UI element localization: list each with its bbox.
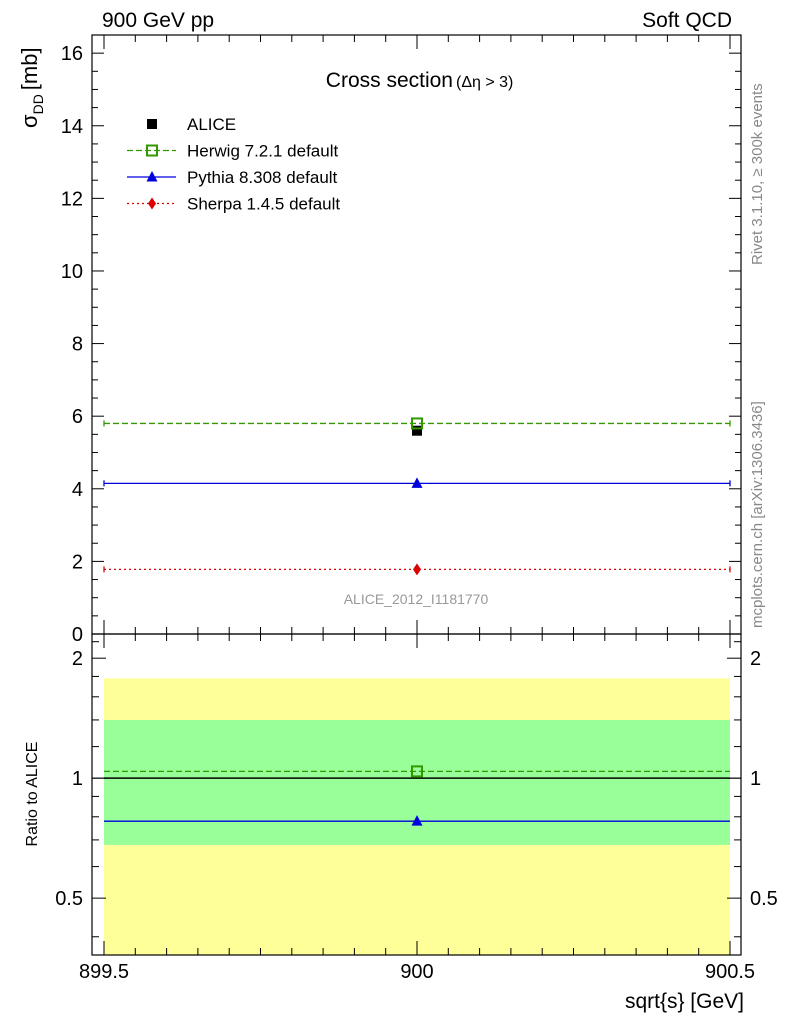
main-panel: 0 2 4 6 8 10 12 14 16 xyxy=(61,34,742,646)
main-ytick-label-4: 8 xyxy=(72,334,83,356)
ratio-ytick-label-right-0: 0.5 xyxy=(750,888,778,910)
data-point-alice xyxy=(412,425,422,436)
legend-item-0: ALICE xyxy=(147,115,236,134)
series-marker-0 xyxy=(411,417,423,430)
analysis-id: ALICE_2012_I1181770 xyxy=(344,591,489,607)
main-ytick-label-7: 14 xyxy=(61,116,83,138)
main-ytick-label-6: 12 xyxy=(61,188,83,210)
ratio-series-marker-1 xyxy=(411,815,423,826)
main-ytick-label-3: 6 xyxy=(72,406,83,428)
xlabel: sqrt{s} [GeV] xyxy=(625,990,744,1013)
ylabel-symbol: σ xyxy=(17,114,42,128)
main-ytick-label-1: 2 xyxy=(72,551,83,573)
ratio-ytick-label-left-0: 0.5 xyxy=(55,888,83,910)
legend-item-1: Herwig 7.2.1 default xyxy=(127,142,338,161)
xtick-label-2: 900.5 xyxy=(705,961,755,983)
main-ytick-label-8: 16 xyxy=(61,43,83,65)
legend-label: Sherpa 1.4.5 default xyxy=(187,195,340,214)
legend-label: Pythia 8.308 default xyxy=(187,168,338,187)
main-ylabel: σDD [mb] xyxy=(17,47,46,128)
legend-item-2: Pythia 8.308 default xyxy=(127,168,338,187)
main-ytick-label-5: 10 xyxy=(61,261,83,283)
xtick-label-1: 900 xyxy=(400,961,433,983)
title-suffix: (Δη > 3) xyxy=(456,74,513,91)
legend-marker xyxy=(148,197,156,210)
chart-title: Cross section (Δη > 3) xyxy=(326,69,514,92)
ratio-band-inner xyxy=(104,719,730,845)
ratio-ytick-label-left-1: 1 xyxy=(72,768,83,790)
rivet-label: Rivet 3.1.10, ≥ 300k events xyxy=(749,83,766,265)
legend: ALICE Herwig 7.2.1 default Pythia 8.308 de… xyxy=(127,115,340,214)
ratio-ytick-label-left-2: 2 xyxy=(72,648,83,670)
xtick-label-0: 899.5 xyxy=(79,961,129,983)
legend-label: Herwig 7.2.1 default xyxy=(187,142,338,161)
ratio-panel: 0.5 0.5 1 1 2 2 899.5 900 900.5 xyxy=(55,633,778,983)
header-right: Soft QCD xyxy=(642,9,732,32)
legend-marker xyxy=(146,144,158,157)
main-ytick-label-2: 4 xyxy=(72,479,83,501)
ylabel-sub: DD xyxy=(30,94,46,114)
ylabel-unit: [mb] xyxy=(17,47,42,90)
main-ytick-label-0: 0 xyxy=(72,624,83,646)
svg-text:σDD[mb]: σDD [mb] xyxy=(17,47,46,128)
mcplots-label: mcplots.cern.ch [arXiv:1306.3436] xyxy=(749,401,766,628)
legend-label: ALICE xyxy=(187,115,236,134)
series-marker-1 xyxy=(411,477,423,488)
ratio-ytick-label-right-2: 2 xyxy=(750,648,761,670)
header-left: 900 GeV pp xyxy=(102,9,214,32)
legend-marker xyxy=(146,171,158,182)
ratio-ylabel: Ratio to ALICE xyxy=(24,742,41,847)
legend-item-3: Sherpa 1.4.5 default xyxy=(127,195,340,214)
ratio-ytick-label-right-1: 1 xyxy=(750,768,761,790)
series-marker-2 xyxy=(413,563,421,576)
legend-marker xyxy=(147,119,157,129)
title-main: Cross section xyxy=(326,69,453,92)
ratio-series-marker-0 xyxy=(411,765,423,778)
